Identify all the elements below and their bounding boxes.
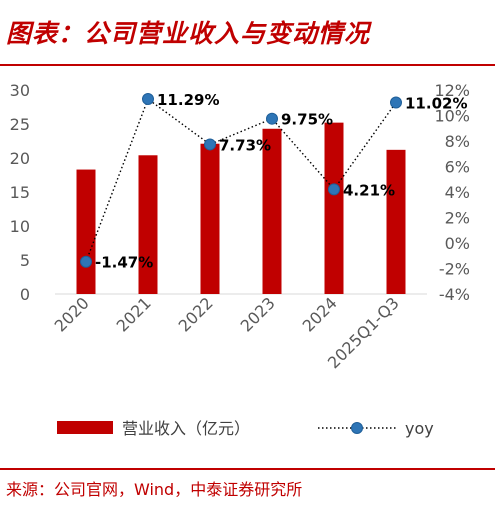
right-tick-label: 10%	[434, 107, 470, 126]
revenue-yoy-chart: 0 5 10 15 20 25 30 -4% -2% 0% 2% 4% 6% 8% 10% 12% -1.4…	[10, 81, 470, 438]
left-tick-label: 0	[20, 285, 30, 304]
right-tick-label: 6%	[445, 158, 470, 177]
yoy-marker	[204, 138, 216, 151]
yoy-marker	[328, 183, 340, 196]
right-tick-label: 4%	[445, 183, 470, 202]
legend: 营业收入（亿元） yoy	[57, 419, 434, 438]
left-tick-label: 10	[10, 217, 30, 236]
right-tick-label: 0%	[445, 234, 470, 253]
yoy-data-label: 4.21%	[343, 181, 395, 199]
legend-bar-swatch	[57, 421, 113, 434]
revenue-bar	[262, 128, 282, 294]
category-label: 2020	[51, 293, 93, 335]
right-axis: -4% -2% 0% 2% 4% 6% 8% 10% 12%	[434, 81, 470, 304]
right-tick-label: -4%	[439, 285, 470, 304]
yoy-data-label: -1.47%	[95, 254, 153, 272]
category-label: 2023	[237, 293, 279, 335]
legend-line-label: yoy	[405, 419, 434, 438]
revenue-bar	[200, 143, 220, 294]
revenue-bar	[386, 149, 406, 294]
yoy-data-label: 9.75%	[281, 111, 333, 129]
category-label: 2021	[113, 293, 155, 335]
category-label: 2022	[175, 293, 217, 335]
yoy-marker	[266, 112, 278, 125]
chart-title: 图表：公司营业收入与变动情况	[6, 19, 371, 48]
bar-series	[76, 122, 406, 294]
right-tick-label: 2%	[445, 209, 470, 228]
title-divider	[0, 64, 495, 66]
category-label: 2024	[299, 293, 341, 335]
yoy-marker	[390, 96, 402, 109]
right-tick-label: 12%	[434, 81, 470, 100]
yoy-line	[85, 97, 397, 262]
left-tick-label: 5	[20, 251, 30, 270]
left-tick-label: 30	[10, 81, 30, 100]
source-note: 来源：公司官网，Wind，中泰证券研究所	[6, 480, 303, 499]
legend-line-marker	[351, 422, 363, 434]
yoy-series: -1.47% 11.29% 7.73% 9.75% 4.21% 11.02%	[80, 91, 467, 272]
left-tick-label: 25	[10, 115, 30, 134]
legend-bar-label: 营业收入（亿元）	[122, 419, 250, 438]
revenue-bar	[76, 169, 96, 294]
yoy-data-label: 11.02%	[405, 94, 467, 112]
yoy-data-label: 7.73%	[219, 136, 271, 154]
yoy-marker	[142, 93, 154, 106]
source-divider	[0, 468, 495, 470]
yoy-data-label: 11.29%	[157, 91, 219, 109]
left-axis: 0 5 10 15 20 25 30	[10, 81, 30, 304]
yoy-marker	[80, 255, 92, 268]
revenue-bar	[324, 122, 344, 294]
left-tick-label: 15	[10, 183, 30, 202]
revenue-bar	[138, 155, 158, 294]
right-tick-label: -2%	[439, 260, 470, 279]
left-tick-label: 20	[10, 149, 30, 168]
right-tick-label: 8%	[445, 132, 470, 151]
